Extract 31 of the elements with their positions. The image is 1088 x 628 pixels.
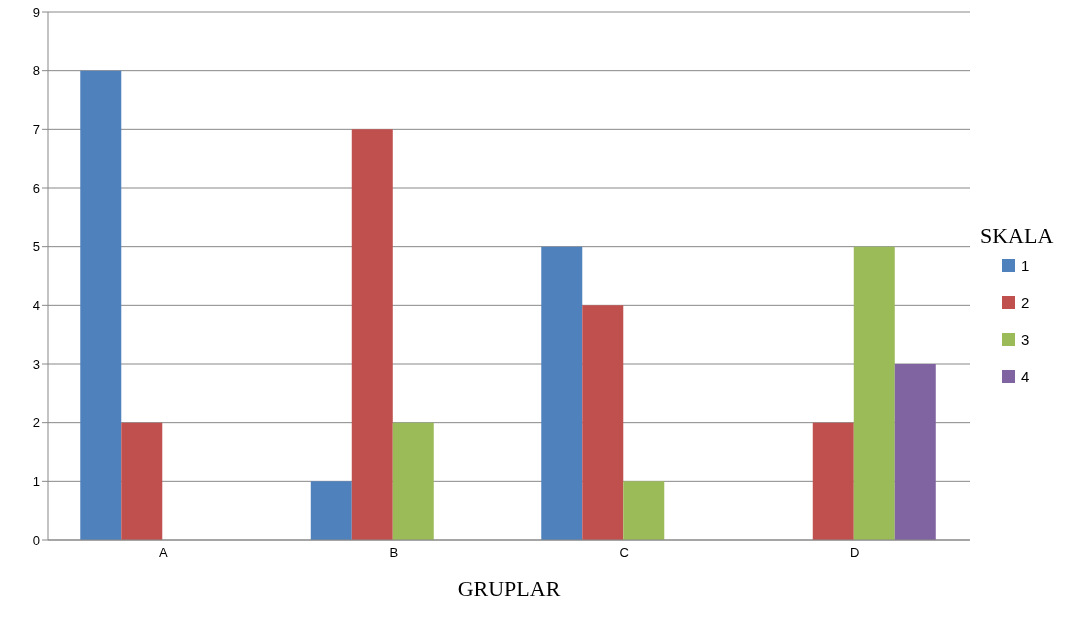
bar (351, 129, 393, 540)
bar (392, 422, 434, 540)
bar (812, 422, 854, 540)
y-tick-label: 9 (32, 4, 40, 20)
bar (582, 305, 624, 540)
legend-title: SKALA (980, 223, 1055, 249)
bar (121, 422, 163, 540)
bar (541, 246, 583, 540)
y-tick-label: 7 (32, 121, 40, 137)
legend-label: 1 (1021, 257, 1030, 274)
y-tick-label: 6 (32, 180, 40, 196)
bar (623, 481, 665, 540)
y-tick-label: 3 (32, 356, 40, 372)
x-axis-title: GRUPLAR (457, 576, 561, 601)
x-tick-label: D (850, 545, 860, 561)
bar (853, 246, 895, 540)
x-tick-label: B (389, 545, 399, 561)
bar (310, 481, 352, 540)
y-tick-label: 1 (32, 473, 40, 489)
y-tick-label: 4 (32, 297, 40, 313)
x-tick-label: A (158, 545, 168, 561)
x-tick-label: C (619, 545, 629, 561)
y-tick-label: 0 (32, 532, 40, 548)
y-tick-label: 8 (32, 63, 40, 79)
bar (894, 364, 936, 540)
legend-label: 4 (1021, 368, 1030, 385)
y-tick-label: 2 (32, 415, 40, 431)
legend-label: 3 (1021, 331, 1030, 348)
legend-label: 2 (1021, 294, 1030, 311)
y-tick-label: 5 (32, 239, 40, 255)
bar (80, 70, 122, 540)
